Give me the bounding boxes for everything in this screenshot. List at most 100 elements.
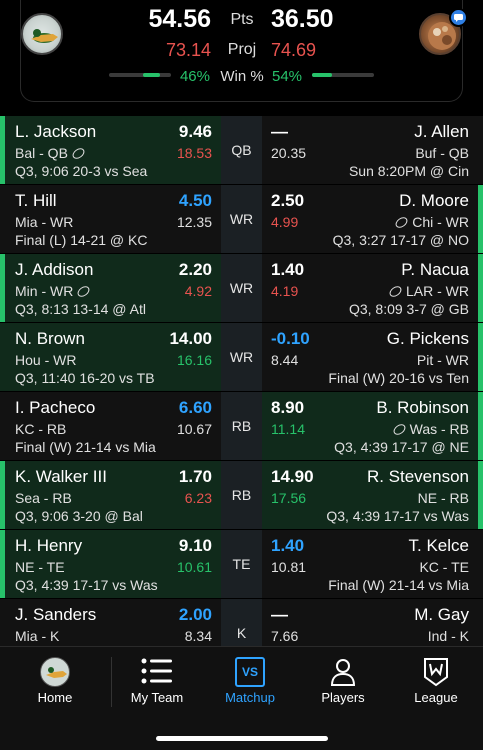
player-score: — — [271, 122, 288, 141]
left-win-probability-fill — [143, 73, 160, 77]
player-projection: 10.67 — [176, 421, 212, 437]
matchup-row: J. Addison 2.20 Min - WR 4.92 Q3, 8:13 1… — [0, 254, 483, 323]
tab-matchup[interactable]: VS Matchup — [202, 647, 298, 717]
position-label: WR — [221, 185, 262, 253]
list-icon — [141, 657, 173, 690]
right-player-card[interactable]: T. Kelce 1.40 KC - TE 10.81 Final (W) 21… — [262, 530, 483, 598]
duck-logo-icon — [31, 29, 58, 43]
right-player-card[interactable]: B. Robinson 8.90 Was - RB 11.14 Q3, 4:39… — [262, 392, 483, 460]
position-label: WR — [221, 254, 262, 322]
left-projected-score: 73.14 — [165, 40, 211, 60]
player-icon — [328, 657, 358, 692]
position-label: TE — [221, 530, 262, 598]
player-name: J. Sanders — [15, 605, 97, 624]
proj-label: Proj — [227, 41, 257, 58]
league-shield-icon — [422, 657, 450, 692]
right-player-card[interactable]: R. Stevenson 14.90 NE - RB 17.56 Q3, 4:3… — [262, 461, 483, 529]
home-team-logo-icon — [40, 657, 70, 687]
right-win-probability-fill — [312, 73, 332, 77]
player-name: J. Allen — [414, 122, 469, 141]
player-projection: 16.16 — [176, 352, 212, 368]
tab-players-label: Players — [321, 690, 365, 705]
left-player-card[interactable]: J. Addison 2.20 Min - WR 4.92 Q3, 8:13 1… — [0, 254, 221, 322]
football-icon — [393, 214, 410, 230]
position-label: WR — [221, 323, 262, 391]
right-player-card[interactable]: D. Moore 2.50 Chi - WR 4.99 Q3, 3:27 17-… — [262, 185, 483, 253]
player-score: 1.70 — [178, 467, 212, 486]
left-player-card[interactable]: N. Brown 14.00 Hou - WR 16.16 Q3, 11:40 … — [0, 323, 221, 391]
player-team-position: Mia - K — [15, 628, 60, 644]
player-projection: 6.23 — [184, 490, 212, 506]
left-player-card[interactable]: L. Jackson 9.46 Bal - QB 18.53 Q3, 9:06 … — [0, 116, 221, 184]
player-projection: 18.53 — [176, 145, 212, 161]
player-score: -0.10 — [271, 329, 310, 348]
player-projection: 4.19 — [271, 283, 299, 299]
game-status: Q3, 4:39 17-17 @ NE — [334, 439, 469, 455]
player-projection: 10.81 — [271, 559, 307, 575]
left-win-probability-bar — [109, 73, 171, 77]
player-projection: 12.35 — [176, 214, 212, 230]
player-projection: 8.34 — [184, 628, 212, 644]
player-score: 2.00 — [178, 605, 212, 624]
opponent-avatar[interactable] — [419, 13, 461, 55]
game-status: Q3, 9:06 20-3 vs Sea — [15, 163, 148, 179]
left-player-card[interactable]: T. Hill 4.50 Mia - WR 12.35 Final (L) 14… — [0, 185, 221, 253]
player-name: I. Pacheco — [15, 398, 96, 417]
player-projection: 17.56 — [271, 490, 307, 506]
tab-my-team[interactable]: My Team — [109, 647, 205, 717]
player-projection: 4.92 — [184, 283, 212, 299]
player-team-position: Hou - WR — [15, 352, 77, 368]
player-score: 2.20 — [178, 260, 212, 279]
winning-edge-marker — [0, 530, 5, 598]
position-label: RB — [221, 392, 262, 460]
right-win-percent: 54% — [272, 68, 303, 85]
matchup-row: J. Sanders 2.00 Mia - K 8.34 K M. Gay — … — [0, 599, 483, 668]
chat-badge-icon[interactable] — [449, 8, 468, 27]
right-player-card[interactable]: J. Allen — Buf - QB 20.35 Sun 8:20PM @ C… — [262, 116, 483, 184]
tab-matchup-label: Matchup — [225, 690, 275, 705]
tab-divider — [111, 657, 112, 707]
player-name: L. Jackson — [15, 122, 97, 141]
player-name: G. Pickens — [386, 329, 469, 348]
tab-players[interactable]: Players — [295, 647, 391, 717]
player-score: 9.10 — [178, 536, 212, 555]
player-team-position: Was - RB — [389, 421, 469, 437]
player-team-position: Chi - WR — [391, 214, 469, 230]
player-team-position: KC - TE — [419, 559, 469, 575]
player-score: — — [271, 605, 288, 624]
left-win-percent: 46% — [179, 68, 210, 85]
player-score: 6.60 — [178, 398, 212, 417]
matchup-rows: L. Jackson 9.46 Bal - QB 18.53 Q3, 9:06 … — [0, 116, 483, 668]
pts-label: Pts — [230, 11, 254, 28]
tab-home[interactable]: Home — [7, 647, 103, 717]
tab-league[interactable]: League — [388, 647, 483, 717]
win-percent-label: Win % — [220, 68, 264, 85]
game-status: Final (W) 20-16 vs Ten — [328, 370, 469, 386]
football-icon — [75, 283, 92, 299]
player-name: M. Gay — [414, 605, 469, 624]
my-team-avatar[interactable] — [21, 13, 63, 55]
player-name: J. Addison — [15, 260, 94, 279]
player-projection: 20.35 — [271, 145, 307, 161]
home-indicator[interactable] — [156, 736, 328, 741]
player-score: 14.90 — [271, 467, 314, 486]
matchup-row: K. Walker III 1.70 Sea - RB 6.23 Q3, 9:0… — [0, 461, 483, 530]
left-player-card[interactable]: I. Pacheco 6.60 KC - RB 10.67 Final (W) … — [0, 392, 221, 460]
game-status: Final (W) 21-14 vs Mia — [15, 439, 156, 455]
left-total-score: 54.56 — [148, 5, 211, 33]
bottom-tab-bar: Home My Team VS Matchup Players — [0, 646, 483, 750]
matchup-row: T. Hill 4.50 Mia - WR 12.35 Final (L) 14… — [0, 185, 483, 254]
left-player-card[interactable]: H. Henry 9.10 NE - TE 10.61 Q3, 4:39 17-… — [0, 530, 221, 598]
game-status: Q3, 8:09 3-7 @ GB — [348, 301, 469, 317]
right-player-card[interactable]: G. Pickens -0.10 Pit - WR 8.44 Final (W)… — [262, 323, 483, 391]
left-player-card[interactable]: K. Walker III 1.70 Sea - RB 6.23 Q3, 9:0… — [0, 461, 221, 529]
winning-edge-marker — [478, 461, 483, 529]
player-projection: 8.44 — [271, 352, 299, 368]
player-projection: 4.99 — [271, 214, 299, 230]
player-team-position: Ind - K — [427, 628, 469, 644]
winning-edge-marker — [0, 461, 5, 529]
player-team-position: NE - TE — [15, 559, 65, 575]
player-team-position: Mia - WR — [15, 214, 74, 230]
player-name: H. Henry — [15, 536, 83, 555]
right-player-card[interactable]: P. Nacua 1.40 LAR - WR 4.19 Q3, 8:09 3-7… — [262, 254, 483, 322]
